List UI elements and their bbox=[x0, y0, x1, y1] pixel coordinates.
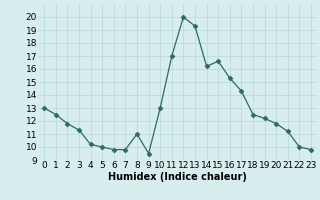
X-axis label: Humidex (Indice chaleur): Humidex (Indice chaleur) bbox=[108, 172, 247, 182]
